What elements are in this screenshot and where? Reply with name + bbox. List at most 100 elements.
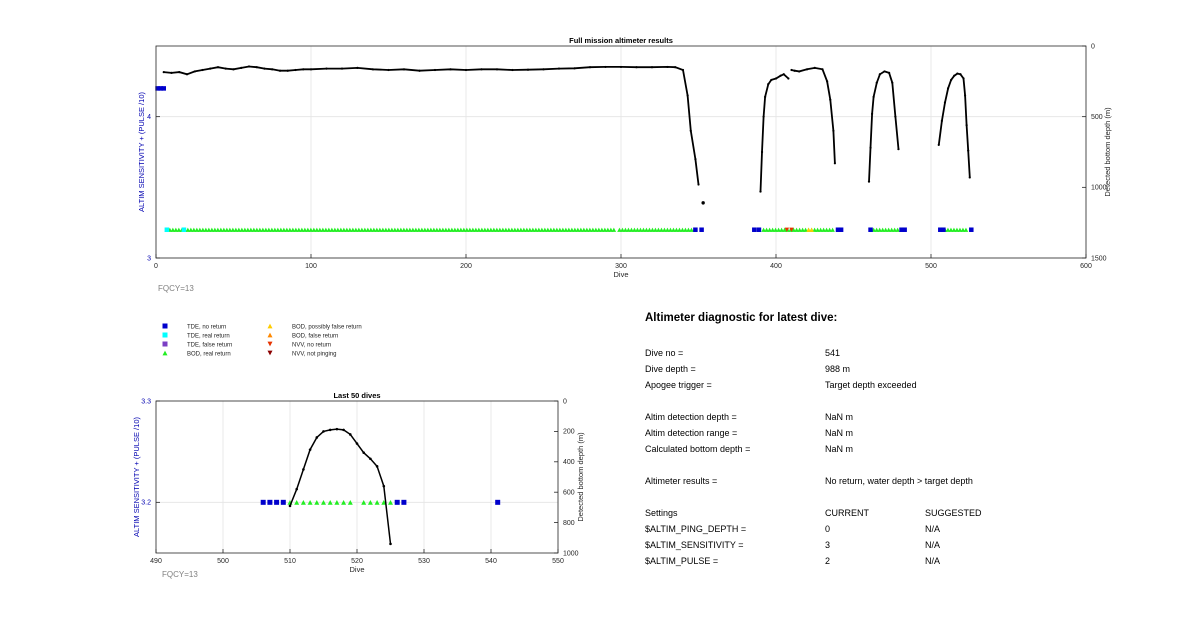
- quality-marker: [461, 227, 467, 232]
- quality-marker: [482, 227, 488, 232]
- quality-marker: [779, 227, 784, 232]
- quality-marker: [353, 227, 359, 232]
- diag-row-altimeter-results: Altimeter results = No return, water dep…: [645, 476, 1045, 488]
- quality-marker: [395, 227, 401, 232]
- quality-marker: [398, 227, 404, 232]
- quality-marker: [305, 227, 311, 232]
- legend-marker: [267, 332, 273, 338]
- bottom-depth-point: [760, 150, 764, 154]
- bottom-depth-point: [883, 70, 886, 73]
- quality-marker: [440, 227, 446, 232]
- bottom-depth-point: [294, 68, 297, 72]
- quality-marker: [365, 227, 371, 232]
- quality-marker: [800, 227, 805, 232]
- quality-marker: [170, 227, 176, 232]
- quality-marker: [294, 499, 300, 505]
- diag-value: NaN m: [825, 444, 854, 454]
- quality-marker: [212, 227, 218, 232]
- bottom-depth-point: [389, 542, 392, 546]
- diagnostic-title: Altimeter diagnostic for latest dive:: [645, 312, 838, 324]
- bottom-depth-point: [286, 69, 289, 72]
- bottom-depth-point: [355, 442, 359, 445]
- diag-row-detection-depth: Altim detection depth = NaN m: [645, 412, 1045, 424]
- x-tick-label: 200: [460, 263, 472, 270]
- quality-marker: [317, 227, 323, 232]
- legend-label: BOD, real return: [187, 352, 231, 358]
- quality-marker: [386, 227, 392, 232]
- x-tick-label: 510: [284, 558, 296, 565]
- quality-marker: [590, 227, 596, 232]
- quality-marker: [311, 227, 317, 232]
- bottom-depth-point: [875, 81, 878, 84]
- bottom-depth-point: [557, 67, 561, 70]
- bottom-depth-point: [965, 124, 968, 127]
- bottom-depth-point: [185, 73, 189, 76]
- bottom-depth-point: [382, 484, 386, 488]
- quality-marker: [776, 227, 781, 232]
- quality-marker: [476, 227, 482, 232]
- setting-row-ping-depth: $ALTIM_PING_DEPTH = 0 N/A: [645, 524, 1045, 536]
- bottom-depth-point: [362, 451, 366, 454]
- quality-marker: [656, 227, 661, 232]
- quality-marker: [266, 227, 272, 232]
- quality-marker: [524, 227, 530, 232]
- quality-marker: [770, 227, 775, 232]
- bottom-depth-point: [295, 487, 299, 491]
- quality-marker: [506, 227, 512, 232]
- quality-marker: [176, 227, 182, 232]
- quality-marker: [593, 227, 599, 232]
- bottom-depth-point: [956, 72, 959, 75]
- bottom-depth-point: [774, 77, 778, 80]
- setting-suggested: N/A: [925, 524, 941, 534]
- quality-marker: [236, 227, 242, 232]
- quality-marker: [941, 227, 946, 232]
- bottom-depth-point: [674, 66, 677, 69]
- legend-marker: [267, 323, 273, 329]
- quality-marker: [494, 227, 500, 232]
- y2-tick-label: 1500: [1091, 255, 1107, 262]
- bottom-depth-point: [701, 201, 705, 205]
- quality-marker: [969, 227, 974, 232]
- quality-marker: [578, 227, 584, 232]
- quality-marker: [824, 227, 829, 232]
- quality-marker: [784, 227, 790, 232]
- bottom-depth-point: [793, 69, 796, 72]
- quality-marker: [248, 227, 254, 232]
- legend-label: TDE, false return: [187, 343, 232, 349]
- bottom-depth-point: [170, 71, 173, 74]
- quality-marker: [945, 227, 951, 232]
- legend-label: NVV, not pinging: [292, 352, 336, 358]
- quality-marker: [512, 227, 518, 232]
- x-tick-label: 490: [150, 558, 162, 565]
- quality-marker: [314, 499, 320, 505]
- quality-marker: [341, 227, 347, 232]
- setting-suggested: N/A: [925, 556, 941, 566]
- legend-marker: [267, 341, 273, 347]
- y2-tick-label: 1000: [563, 550, 579, 557]
- bottom-depth-point: [759, 190, 762, 193]
- bottom-depth-point: [832, 129, 835, 132]
- quality-marker: [350, 227, 356, 232]
- y2-tick-label: 0: [563, 398, 567, 405]
- bottom-depth-point: [767, 83, 770, 86]
- bottom-depth-point: [433, 68, 437, 72]
- quality-marker: [693, 227, 698, 232]
- quality-marker: [191, 227, 197, 232]
- bottom-depth-point: [335, 427, 339, 431]
- quality-marker: [314, 227, 320, 232]
- quality-marker: [563, 227, 569, 232]
- quality-marker: [518, 227, 524, 232]
- quality-marker: [374, 227, 380, 232]
- bottom-depth-point: [681, 68, 685, 72]
- quality-marker: [545, 227, 551, 232]
- quality-marker: [957, 227, 963, 232]
- bottom-depth-point: [813, 66, 816, 70]
- bottom-depth-point: [940, 119, 943, 123]
- quality-marker: [368, 227, 374, 232]
- quality-marker: [254, 227, 260, 232]
- quality-marker: [356, 227, 362, 232]
- bottom-depth-point: [325, 67, 328, 70]
- bottom-depth-point: [308, 448, 312, 451]
- quality-marker: [188, 227, 194, 232]
- quality-marker: [242, 227, 248, 232]
